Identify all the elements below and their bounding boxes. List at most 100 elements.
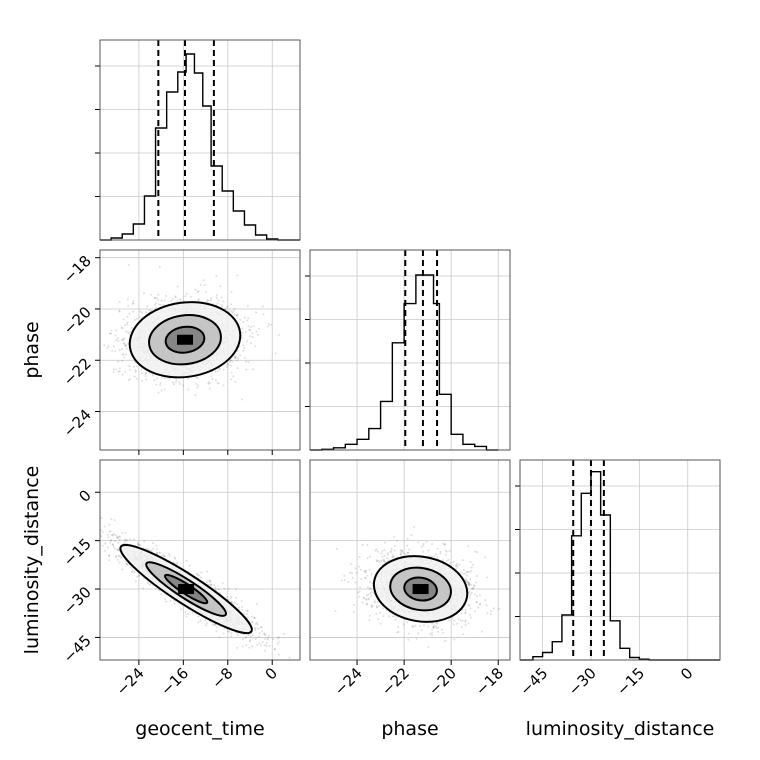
sample-point	[249, 335, 252, 338]
sample-point	[209, 580, 212, 583]
sample-point	[196, 291, 199, 294]
sample-point	[252, 325, 255, 328]
sample-point	[118, 310, 121, 313]
hist-geocent_time-steps	[100, 53, 300, 241]
sample-point	[229, 359, 232, 362]
sample-point	[148, 583, 151, 586]
sample-point	[197, 574, 200, 577]
sample-point	[194, 394, 197, 397]
sample-point	[444, 549, 447, 552]
panel-geocent_time-vs-luminosity_distance-points	[87, 517, 291, 660]
sample-point	[179, 298, 182, 301]
sample-point	[407, 638, 410, 641]
sample-point	[214, 587, 216, 590]
sample-point	[154, 302, 157, 305]
sample-point	[211, 624, 214, 626]
sample-point	[243, 347, 246, 350]
sample-point	[468, 582, 471, 584]
sample-point	[176, 563, 179, 565]
sample-point	[218, 368, 221, 370]
sample-point	[274, 648, 277, 650]
sample-point	[376, 550, 379, 553]
sample-point	[498, 607, 501, 610]
sample-point	[100, 535, 103, 538]
sample-point	[125, 330, 128, 333]
sample-point	[249, 639, 252, 642]
sample-point	[176, 561, 179, 564]
sample-point	[200, 571, 203, 574]
sample-point	[206, 570, 209, 573]
sample-point	[184, 610, 187, 613]
sample-point	[125, 353, 128, 356]
sample-point	[224, 307, 227, 310]
sample-point	[234, 356, 237, 358]
sample-point	[137, 543, 140, 546]
sample-point	[144, 547, 147, 550]
sample-point	[361, 543, 364, 546]
sample-point	[476, 551, 479, 554]
sample-point	[124, 344, 126, 347]
sample-point	[406, 537, 409, 540]
sample-point	[436, 547, 439, 550]
sample-point	[377, 618, 380, 621]
sample-point	[371, 582, 374, 585]
sample-point	[255, 621, 258, 624]
sample-point	[109, 332, 112, 335]
sample-point	[128, 365, 131, 368]
sample-point	[121, 568, 124, 571]
sample-point	[443, 543, 446, 546]
sample-point	[400, 549, 403, 552]
sample-point	[118, 300, 121, 303]
sample-point	[87, 532, 89, 534]
sample-point	[453, 638, 456, 641]
sample-point	[486, 576, 488, 579]
sample-point	[207, 382, 210, 385]
sample-point	[185, 615, 188, 618]
sample-point	[114, 540, 117, 543]
sample-point	[395, 616, 398, 619]
sample-point	[149, 549, 152, 552]
sample-point	[365, 602, 368, 605]
sample-point	[117, 549, 120, 552]
sample-point	[127, 305, 130, 307]
hist-geocent_time-frame	[99, 39, 301, 241]
sample-point	[241, 327, 244, 330]
sample-point	[114, 534, 117, 537]
sample-point	[230, 371, 233, 374]
sample-point	[374, 549, 377, 552]
sample-point	[124, 540, 127, 543]
sample-point	[172, 383, 175, 386]
sample-point	[156, 552, 159, 554]
sample-point	[451, 617, 454, 620]
sample-point	[118, 367, 121, 370]
sample-point	[121, 327, 124, 330]
sample-point	[133, 318, 136, 321]
sample-point	[189, 295, 192, 298]
sample-point	[468, 584, 471, 587]
sample-point	[366, 594, 368, 597]
sample-point	[406, 551, 409, 554]
sample-point	[358, 565, 361, 568]
sample-point	[407, 632, 410, 635]
sample-point	[272, 638, 275, 641]
sample-point	[431, 543, 434, 546]
sample-point	[160, 593, 163, 596]
sample-point	[442, 542, 445, 545]
sample-point	[205, 624, 207, 627]
sample-point	[171, 297, 174, 300]
sample-point	[343, 579, 346, 581]
sample-point	[141, 311, 144, 314]
sample-point	[126, 539, 129, 542]
sample-point	[185, 292, 188, 295]
sample-point	[176, 299, 179, 302]
sample-point	[106, 533, 109, 536]
sample-point	[156, 377, 158, 380]
sample-point	[143, 540, 146, 543]
sample-point	[121, 348, 123, 350]
sample-point	[455, 564, 458, 567]
sample-point	[467, 583, 470, 586]
sample-point	[375, 559, 378, 562]
sample-point	[467, 603, 470, 606]
sample-point	[453, 619, 456, 622]
sample-point	[97, 346, 99, 348]
